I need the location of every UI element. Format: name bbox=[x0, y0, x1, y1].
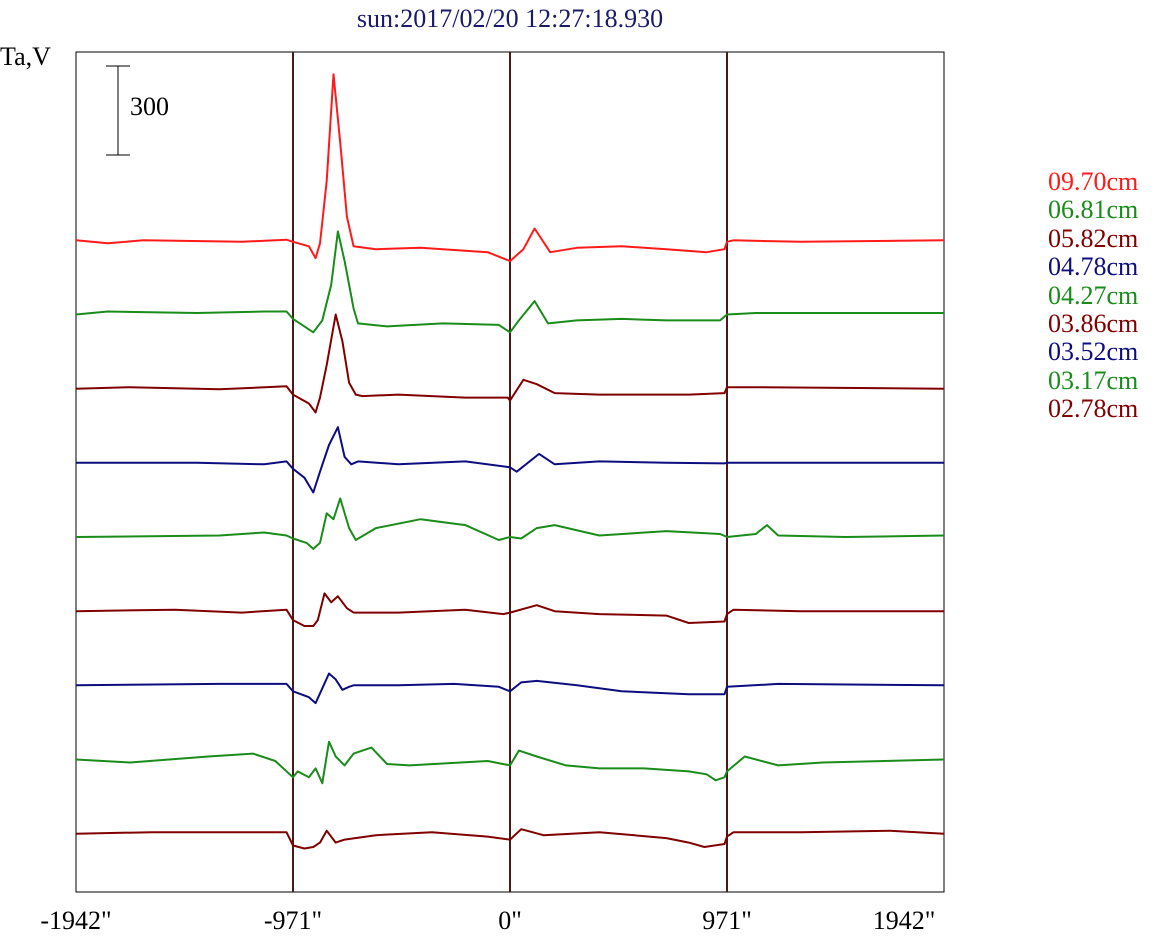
x-tick-label: 971" bbox=[702, 906, 752, 935]
legend: 09.70cm 06.81cm 05.82cm 04.78cm 04.27cm 03.86… bbox=[1048, 167, 1139, 424]
legend-item: 03.52cm bbox=[1048, 337, 1139, 367]
series-line-1 bbox=[75, 230, 944, 334]
chart-title: sun:2017/02/20 12:27:18.930 bbox=[356, 4, 664, 33]
legend-item: 03.86cm bbox=[1048, 309, 1139, 339]
legend-item: 03.17cm bbox=[1048, 365, 1139, 395]
legend-item: 04.78cm bbox=[1048, 252, 1139, 282]
legend-item: 05.82cm bbox=[1048, 223, 1139, 253]
scale-bar-label: 300 bbox=[130, 92, 169, 121]
series-line-6 bbox=[75, 672, 945, 705]
series-group bbox=[75, 73, 945, 850]
series-line-0 bbox=[75, 73, 945, 263]
y-axis-label: Ta,V bbox=[0, 42, 51, 71]
series-line-7 bbox=[75, 740, 945, 785]
legend-item: 09.70cm bbox=[1048, 167, 1139, 196]
series-line-2 bbox=[75, 313, 945, 414]
series-line-3 bbox=[76, 426, 944, 494]
x-tick-label: 1942" bbox=[872, 906, 936, 935]
series-line-4 bbox=[75, 497, 945, 550]
series-line-8 bbox=[75, 828, 945, 850]
series-line-5 bbox=[75, 592, 944, 627]
vertical-markers bbox=[292, 52, 728, 892]
legend-item: 06.81cm bbox=[1048, 195, 1139, 225]
x-tick-label: 0" bbox=[498, 906, 522, 935]
x-tick-label: -1942" bbox=[40, 906, 112, 935]
legend-item: 04.27cm bbox=[1048, 280, 1139, 310]
legend-item: 02.78cm bbox=[1048, 394, 1139, 424]
scale-bar bbox=[106, 65, 130, 156]
x-tick-label: -971" bbox=[263, 906, 323, 935]
